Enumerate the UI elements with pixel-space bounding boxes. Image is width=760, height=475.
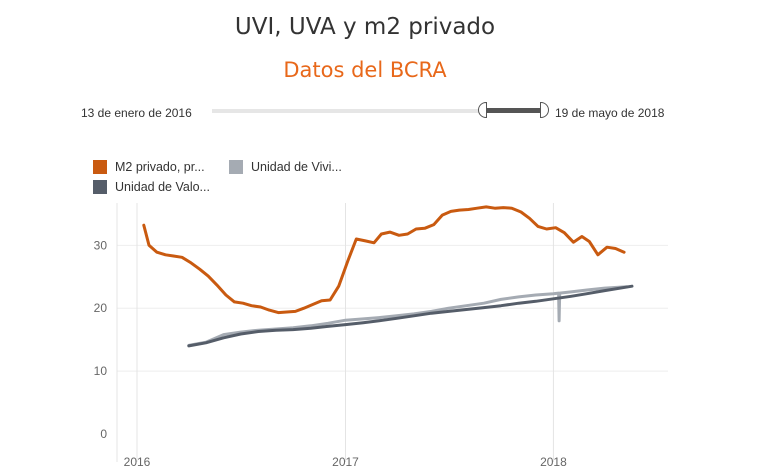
legend-item-unidad-vivienda[interactable]: Unidad de Vivi... (229, 160, 342, 174)
x-tick-label: 2017 (332, 455, 359, 469)
legend-item-m2-privado[interactable]: M2 privado, pr... (93, 160, 205, 174)
series-line-m2-privado (142, 205, 626, 315)
grid-layer (117, 203, 668, 462)
date-range-start-label: 13 de enero de 2016 (81, 106, 192, 120)
x-tick-label: 2016 (124, 455, 151, 469)
legend-swatch-unidad-valor (93, 180, 107, 194)
axis-layer: 0 10 20 30 2016 2017 2018 (94, 203, 567, 469)
y-tick-label: 30 (94, 238, 108, 252)
legend-swatch-unidad-vivienda (229, 160, 243, 174)
legend-item-unidad-valor[interactable]: Unidad de Valo... (93, 180, 210, 194)
legend-label-m2-privado: M2 privado, pr... (115, 160, 205, 174)
x-tick-label: 2018 (540, 455, 567, 469)
date-range-slider-selected (486, 108, 542, 113)
legend-label-unidad-vivienda: Unidad de Vivi... (251, 160, 342, 174)
series-line-unidad-valor (187, 284, 634, 348)
date-range-start-handle[interactable] (478, 102, 487, 118)
legend: M2 privado, pr... Unidad de Vivi... Unid… (0, 160, 760, 194)
chart-subtitle: Datos del BCRA (283, 58, 447, 82)
series-layer (142, 205, 634, 348)
y-tick-label: 10 (94, 364, 108, 378)
legend-label-unidad-valor: Unidad de Valo... (115, 180, 210, 194)
y-tick-label: 0 (100, 427, 107, 441)
date-range-slider-track[interactable] (212, 109, 546, 113)
date-range-end-label: 19 de mayo de 2018 (555, 106, 665, 120)
y-tick-label: 20 (94, 301, 108, 315)
chart-title: UVI, UVA y m2 privado (234, 14, 496, 40)
legend-swatch-m2-privado (93, 160, 107, 174)
